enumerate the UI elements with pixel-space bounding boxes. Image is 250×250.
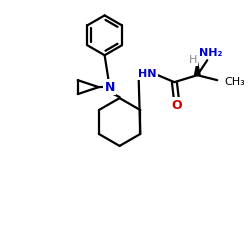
Text: H: H xyxy=(189,55,198,65)
Polygon shape xyxy=(194,61,200,75)
Text: HN: HN xyxy=(138,69,157,79)
Text: NH₂: NH₂ xyxy=(198,48,222,58)
Text: CH₃: CH₃ xyxy=(224,77,245,87)
Text: O: O xyxy=(171,98,182,112)
Text: N: N xyxy=(104,81,115,94)
